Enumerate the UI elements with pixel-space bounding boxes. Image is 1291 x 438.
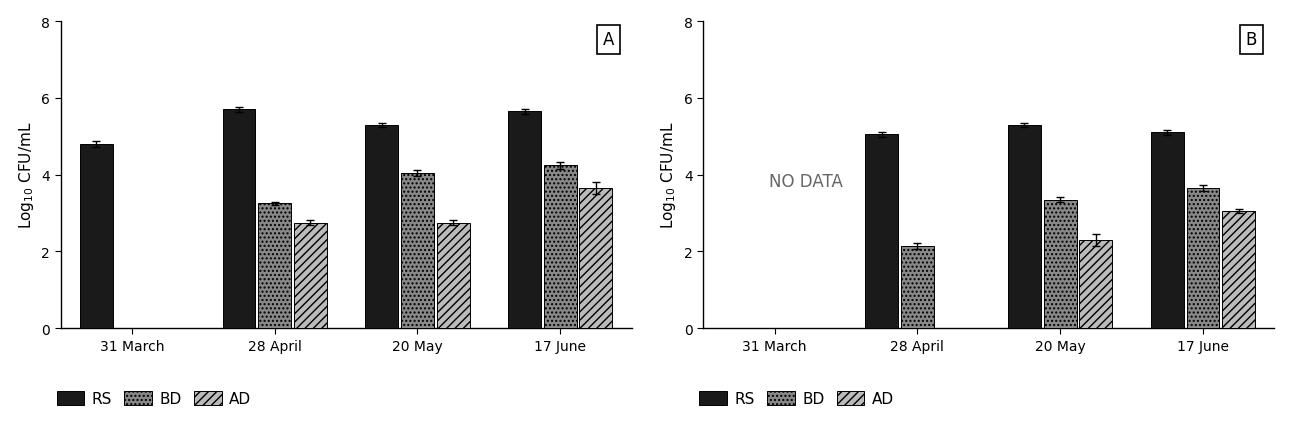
Legend: RS, BD, AD: RS, BD, AD xyxy=(700,391,895,406)
Y-axis label: Log$_{10}$ CFU/mL: Log$_{10}$ CFU/mL xyxy=(17,122,36,229)
Bar xyxy=(1186,189,1220,328)
Bar xyxy=(544,166,577,328)
Bar xyxy=(1008,126,1041,328)
Bar xyxy=(80,145,112,328)
Bar xyxy=(901,246,933,328)
Bar xyxy=(1150,133,1184,328)
Bar xyxy=(580,189,612,328)
Bar xyxy=(222,110,256,328)
Bar xyxy=(1079,240,1113,328)
Bar xyxy=(509,112,541,328)
Bar xyxy=(258,204,290,328)
Bar xyxy=(294,223,327,328)
Bar xyxy=(365,126,398,328)
Text: B: B xyxy=(1246,31,1257,49)
Bar xyxy=(436,223,470,328)
Bar xyxy=(1223,212,1255,328)
Text: NO DATA: NO DATA xyxy=(769,173,843,191)
Legend: RS, BD, AD: RS, BD, AD xyxy=(57,391,252,406)
Bar xyxy=(865,135,899,328)
Bar xyxy=(402,173,434,328)
Bar xyxy=(1043,200,1077,328)
Text: A: A xyxy=(603,31,615,49)
Y-axis label: Log$_{10}$ CFU/mL: Log$_{10}$ CFU/mL xyxy=(660,122,678,229)
